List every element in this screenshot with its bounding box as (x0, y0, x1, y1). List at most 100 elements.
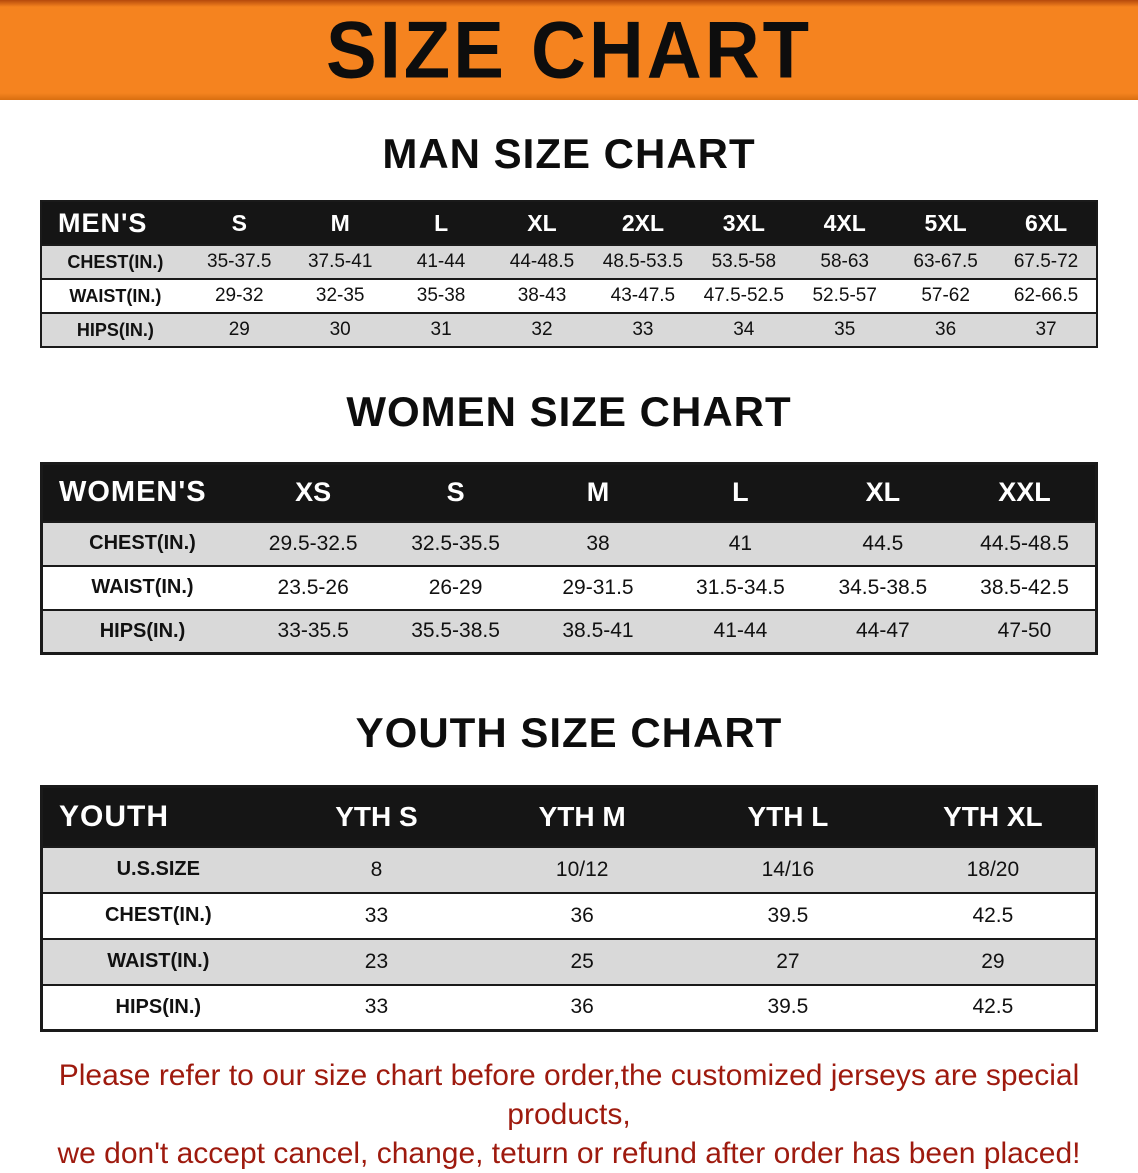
women-section-heading: WOMEN SIZE CHART (346, 388, 792, 435)
cell-value: 14/16 (761, 857, 815, 881)
table-header: MEN'S S M L XL 2XL 3XL 4XL 5XL 6XL (41, 201, 1097, 245)
cell-value: 41-44 (713, 619, 768, 643)
cell-value: 36 (935, 319, 957, 340)
women-size-table: WOMEN'S XS S M L XL XXL CHEST(IN.) 29.5-32.5 32.5… (40, 462, 1098, 655)
table-body: U.S.SIZE 8 10/12 14/16 18/20 CHEST(IN.) 33 36 39… (41, 846, 1097, 1031)
table-row: U.S.SIZE 8 10/12 14/16 18/20 (41, 846, 1097, 893)
row-label: WAIST(IN.) (69, 285, 162, 306)
row-label: CHEST(IN.) (67, 251, 164, 272)
cell-value: 42.5 (972, 903, 1014, 927)
cell-value: 8 (370, 857, 383, 881)
disclaimer-line-2: we don't accept cancel, change, teturn o… (57, 1137, 1081, 1170)
cell-value: 37.5-41 (307, 251, 373, 272)
column-header: M (526, 463, 670, 522)
cell-value: 32.5-35.5 (411, 531, 500, 555)
cell-value: 57-62 (921, 285, 970, 306)
table-row: HIPS(IN.) 33 36 39.5 42.5 (41, 984, 1097, 1031)
cell-value: 38-43 (517, 285, 567, 306)
column-header: 6XL (996, 201, 1097, 245)
row-label: HIPS(IN.) (99, 619, 186, 642)
cell-value: 35.5-38.5 (411, 619, 500, 643)
youth-section-heading: YOUTH SIZE CHART (355, 709, 783, 756)
table-corner-label: MEN'S (41, 201, 189, 245)
size-table: WOMEN'S XS S M L XL XXL CHEST(IN.) 29.5-32.5 32.5… (40, 462, 1098, 655)
cell-value: 35-38 (416, 285, 466, 306)
table-row: CHEST(IN.) 29.5-32.5 32.5-35.5 38 41 44.5 44.5… (41, 521, 1097, 566)
size-table: YOUTH YTH S YTH M YTH L YTH XL U.S.SIZE 8 10/12… (40, 785, 1098, 1032)
column-header: YTH XL (890, 786, 1097, 847)
row-label: U.S.SIZE (116, 858, 200, 880)
table-row: HIPS(IN.) 33-35.5 35.5-38.5 38.5-41 41-44 44-… (41, 609, 1097, 654)
row-label: HIPS(IN.) (76, 319, 154, 340)
cell-value: 38 (586, 531, 610, 555)
cell-value: 34.5-38.5 (838, 575, 928, 599)
column-header: YTH L (685, 786, 891, 847)
cell-value: 39.5 (767, 903, 809, 927)
cell-value: 32 (531, 319, 553, 340)
cell-value: 38.5-42.5 (980, 575, 1069, 599)
column-header: XL (491, 201, 593, 245)
cell-value: 36 (570, 903, 594, 927)
table-header: YOUTH YTH S YTH M YTH L YTH XL (41, 786, 1097, 847)
cell-value: 35-37.5 (207, 251, 272, 272)
cell-value: 39.5 (767, 995, 809, 1019)
cell-value: 29.5-32.5 (268, 531, 358, 555)
cell-value: 36 (570, 995, 594, 1019)
cell-value: 33 (632, 319, 654, 340)
cell-value: 41-44 (416, 251, 466, 272)
cell-value: 67.5-72 (1013, 251, 1079, 272)
cell-value: 44.5 (862, 531, 904, 555)
cell-value: 52.5-57 (812, 285, 877, 306)
column-header: S (188, 201, 290, 245)
row-label: HIPS(IN.) (115, 995, 202, 1018)
cell-value: 58-63 (820, 251, 870, 272)
cell-value: 29-32 (214, 285, 264, 306)
men-section-heading: MAN SIZE CHART (382, 130, 756, 177)
cell-value: 31.5-34.5 (696, 575, 785, 599)
column-header: S (384, 463, 527, 522)
size-table: MEN'S S M L XL 2XL 3XL 4XL 5XL 6XL CHEST(IN.) 35-37… (40, 200, 1098, 348)
table-corner-label: YOUTH (41, 786, 274, 847)
cell-value: 30 (329, 319, 351, 340)
cell-value: 29-31.5 (562, 575, 634, 599)
column-header: YTH S (273, 786, 480, 847)
column-header: 4XL (794, 201, 896, 245)
table-row: WAIST(IN.) 23 25 27 29 (41, 938, 1097, 985)
disclaimer-line-1: Please refer to our size chart before or… (58, 1059, 1080, 1131)
column-header: M (289, 201, 391, 245)
cell-value: 25 (570, 949, 594, 973)
cell-value: 41 (728, 531, 753, 555)
cell-value: 29 (228, 319, 250, 340)
row-label: CHEST(IN.) (104, 904, 212, 926)
cell-value: 47-50 (997, 619, 1052, 643)
women-size-section: WOMEN SIZE CHART WOMEN'S XS S M L XL XXL CHEST(… (0, 388, 1138, 655)
men-size-section: MAN SIZE CHART MEN'S S M L XL 2XL 3XL 4XL 5XL 6XL… (0, 130, 1138, 348)
cell-value: 33-35.5 (277, 619, 349, 643)
header-row: MEN'S S M L XL 2XL 3XL 4XL 5XL 6XL (41, 201, 1097, 245)
column-header: YTH M (479, 786, 686, 847)
disclaimer: Please refer to our size chart before or… (0, 1056, 1138, 1173)
row-label: CHEST(IN.) (89, 532, 196, 554)
column-header: 2XL (592, 201, 694, 245)
column-header: 5XL (895, 201, 997, 245)
column-header: XXL (954, 463, 1097, 522)
table-body: CHEST(IN.) 29.5-32.5 32.5-35.5 38 41 44.5 44.5… (41, 521, 1097, 654)
men-size-table: MEN'S S M L XL 2XL 3XL 4XL 5XL 6XL CHEST(IN.) 35-37… (40, 200, 1098, 348)
column-header: L (669, 463, 812, 522)
cell-value: 42.5 (972, 995, 1014, 1019)
size-chart-banner: SIZE CHART (0, 0, 1138, 100)
cell-value: 35 (834, 319, 856, 340)
cell-value: 26-29 (428, 575, 483, 599)
table-row: WAIST(IN.) 29-32 32-35 35-38 38-43 43-47.5 47.… (41, 279, 1097, 313)
cell-value: 18/20 (966, 857, 1020, 881)
cell-value: 44.5-48.5 (980, 531, 1069, 555)
cell-value: 43-47.5 (610, 285, 676, 306)
youth-size-table: YOUTH YTH S YTH M YTH L YTH XL U.S.SIZE 8 10/12… (40, 785, 1098, 1032)
cell-value: 31 (430, 319, 452, 340)
cell-value: 10/12 (555, 857, 609, 881)
cell-value: 48.5-53.5 (602, 251, 684, 272)
banner-title: SIZE CHART (326, 4, 812, 96)
cell-value: 23.5-26 (277, 575, 349, 599)
table-body: CHEST(IN.) 35-37.5 37.5-41 41-44 44-48.5 48.5… (41, 245, 1097, 347)
cell-value: 23 (364, 949, 389, 973)
